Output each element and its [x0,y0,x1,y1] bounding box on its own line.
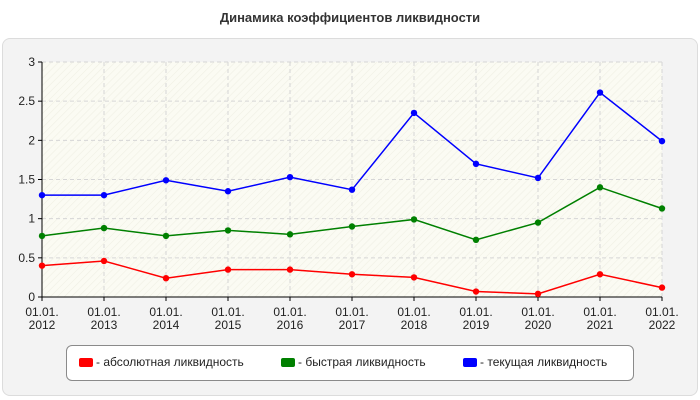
data-point-s0-9 [596,271,604,278]
data-point-s1-9 [596,184,604,191]
y-tick-label: 1.5 [18,173,35,187]
data-point-s2-6 [410,109,418,117]
data-point-s0-3 [224,266,232,273]
data-point-s2-9 [596,89,604,96]
chart-title: Динамика коэффициентов ликвидности [219,10,481,25]
data-point-s2-0 [38,191,46,199]
legend-swatch-current [463,357,477,367]
data-point-s0-7 [472,288,480,295]
data-point-s0-0 [38,262,46,269]
x-tick-label: 01.01. 2018 [397,305,430,332]
data-point-s0-1 [100,257,108,265]
data-point-s1-10 [658,205,666,212]
data-point-s1-1 [100,224,108,232]
data-point-s1-3 [224,227,232,234]
x-tick-label: 01.01. 2021 [583,305,616,332]
x-tick-label: 01.01. 2017 [335,305,368,332]
x-tick-label: 01.01. 2012 [25,305,58,332]
legend-item-absolute: - абсолютная ликвидность [79,355,244,369]
data-point-s1-0 [38,232,46,240]
x-tick-label: 01.01. 2014 [149,305,182,332]
x-tick-label: 01.01. 2022 [645,305,678,332]
x-tick-label: 01.01. 2016 [273,305,306,332]
data-point-s2-7 [472,160,480,168]
data-point-s1-2 [162,232,170,240]
legend-label-absolute: - абсолютная ликвидность [96,355,244,369]
data-point-s2-8 [534,174,542,182]
data-point-s1-8 [534,219,542,226]
data-point-s0-10 [658,284,666,291]
data-point-s0-6 [410,274,418,281]
x-tick-label: 01.01. 2015 [211,305,244,332]
legend-item-quick: - быстрая ликвидность [281,355,426,369]
y-tick-label: 2.5 [18,94,35,108]
data-point-s2-5 [348,186,356,193]
x-tick-label: 01.01. 2013 [87,305,120,332]
legend-label-current: - текущая ликвидность [480,355,608,369]
y-tick-label: 0.5 [18,251,35,265]
data-point-s2-3 [224,188,232,195]
data-point-s0-5 [348,271,356,278]
data-point-s2-2 [162,177,170,184]
data-point-s1-4 [286,231,294,238]
data-point-s1-7 [472,236,480,244]
chart-legend: - абсолютная ликвидность - быстрая ликви… [66,345,634,381]
x-tick-label: 01.01. 2020 [521,305,554,332]
y-tick-label: 0 [28,290,35,304]
data-point-s2-10 [658,137,666,145]
legend-label-quick: - быстрая ликвидность [298,355,426,369]
data-point-s0-4 [286,266,294,273]
y-tick-label: 3 [28,55,35,69]
legend-swatch-quick [281,357,295,367]
legend-item-current: - текущая ликвидность [463,355,607,369]
data-point-s2-4 [286,173,294,181]
legend-swatch-absolute [79,357,93,367]
y-tick-label: 2 [28,133,35,147]
y-tick-label: 1 [28,212,35,226]
data-point-s2-1 [100,191,108,199]
data-point-s1-5 [348,223,356,230]
x-tick-label: 01.01. 2019 [459,305,492,332]
data-point-s1-6 [410,216,418,223]
data-point-s0-2 [162,275,170,282]
data-point-s0-8 [534,290,542,298]
